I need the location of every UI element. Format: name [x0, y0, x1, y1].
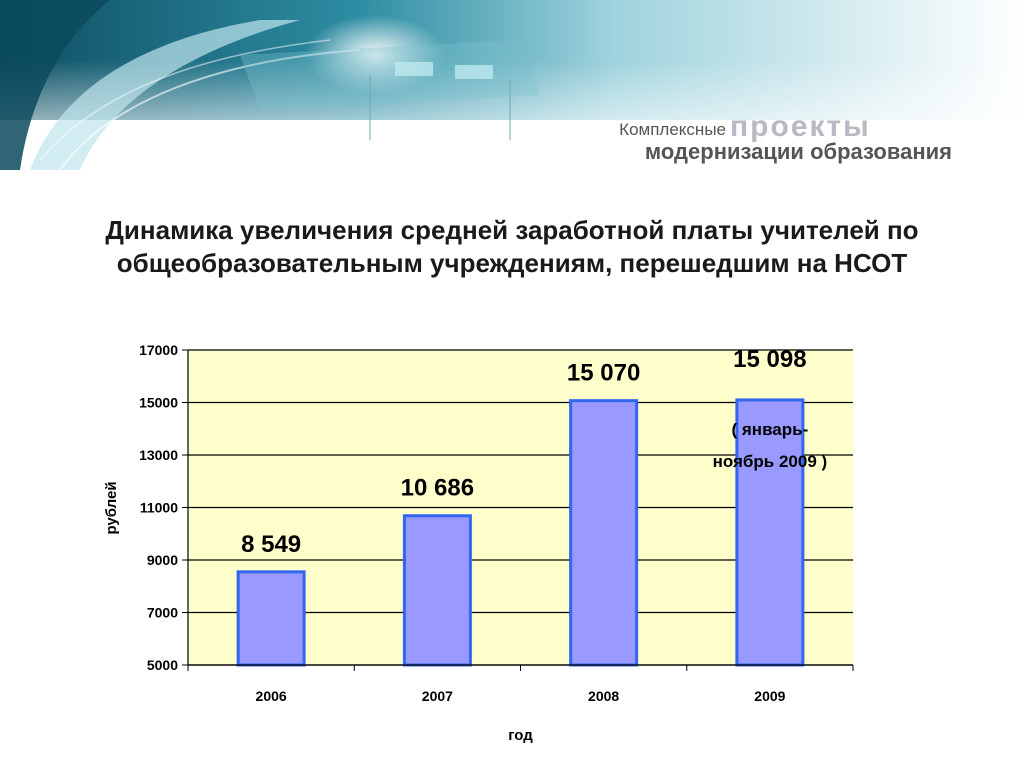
title-line-1: Динамика увеличения средней заработной п… [105, 215, 919, 245]
y-tick-label: 13000 [139, 447, 178, 463]
data-label: 8 549 [241, 531, 301, 558]
bar [402, 514, 472, 667]
logo-text-small: Комплексные [619, 120, 726, 139]
y-tick-label: 15000 [139, 395, 178, 411]
page-title: Динамика увеличения средней заработной п… [0, 214, 1024, 280]
data-label: 10 686 [401, 475, 474, 502]
x-tick-label: 2008 [588, 688, 619, 704]
x-tick-label: 2007 [422, 688, 453, 704]
bar [735, 398, 805, 667]
annotation-line-1: ( январь- [732, 420, 809, 439]
x-tick-labels: 2006 2007 2008 2009 [256, 688, 786, 704]
y-axis-title: рублей [103, 481, 120, 534]
y-tick-label: 11000 [140, 500, 178, 516]
data-labels: 8 549 10 686 15 070 15 098 [241, 346, 806, 558]
x-axis-title: год [508, 727, 533, 744]
data-label: 15 070 [567, 360, 640, 387]
annotation-line-2: ноябрь 2009 ) [713, 452, 828, 471]
header-banner [0, 0, 1024, 170]
y-tick-label: 7000 [147, 605, 178, 621]
logo: Комплексные проекты модернизации образов… [619, 110, 952, 164]
y-tick-label: 17000 [139, 342, 178, 358]
data-label: 15 098 [733, 346, 806, 373]
bar [236, 570, 306, 667]
y-tick-labels: 5000 7000 9000 11000 13000 15000 17000 [139, 342, 178, 673]
logo-text-big: проекты [730, 110, 871, 143]
logo-text-line2: модернизации образования [645, 139, 952, 164]
bars [236, 398, 805, 667]
y-tick-label: 5000 [147, 657, 178, 673]
x-tick-label: 2006 [256, 688, 287, 704]
bar [569, 399, 639, 667]
y-tick-label: 9000 [147, 552, 178, 568]
title-line-2: общеобразовательным учреждениям, перешед… [116, 248, 908, 278]
axes [187, 350, 854, 671]
x-tick-label: 2009 [754, 688, 785, 704]
